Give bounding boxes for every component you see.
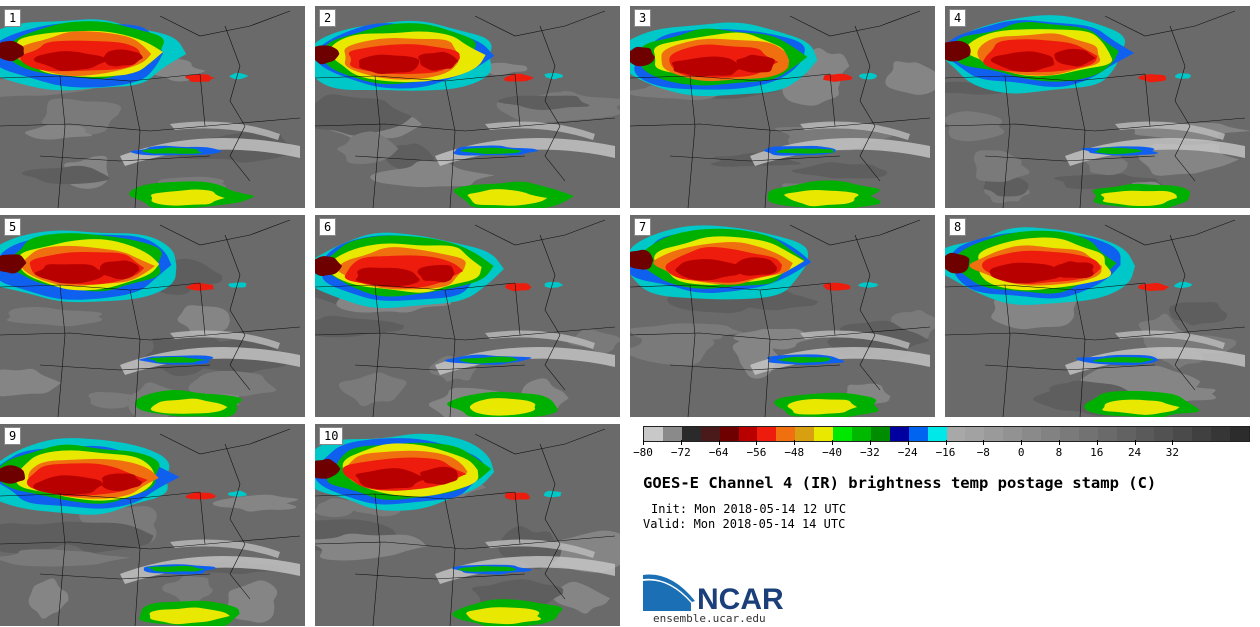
colorbar-tick [1096,440,1098,445]
valid-time: Valid: Mon 2018-05-14 14 UTC [643,517,846,531]
colorbar-swatch [1154,427,1174,441]
colorbar-swatch [662,427,682,441]
panel-number: 10 [319,427,344,445]
panel-number: 6 [319,218,337,236]
colorbar-tick [1021,440,1023,445]
colorbar-tick [1172,440,1174,445]
colorbar-swatch [795,427,815,441]
panel-7: 7 [630,215,935,417]
colorbar-tick [945,440,947,445]
colorbar-tick [1058,440,1060,445]
colorbar-tick [794,440,796,445]
colorbar-swatch [1059,427,1079,441]
colorbar-swatch [1173,427,1193,441]
colorbar-tick-label: −80 [633,446,653,459]
panel-5: 5 [0,215,305,417]
panel-8: 8 [945,215,1250,417]
init-time: Init: Mon 2018-05-14 12 UTC [651,502,847,516]
colorbar-swatch [1041,427,1060,441]
colorbar-swatch [965,427,985,441]
colorbar-swatch [738,427,758,441]
panel-number: 7 [634,218,652,236]
colorbar-tick [756,440,758,445]
colorbar-tick-label: −40 [822,446,842,459]
panel-number: 8 [949,218,967,236]
colorbar-swatch [984,427,1004,441]
colorbar-tick [869,440,871,445]
colorbar-swatch [1211,427,1231,441]
colorbar-swatch [1078,427,1098,441]
panel-2: 2 [315,6,620,208]
colorbar-swatch [946,427,966,441]
colorbar-swatch [833,427,852,441]
colorbar-tick [718,440,720,445]
panel-9: 9 [0,424,305,626]
colorbar-swatch [719,427,739,441]
colorbar-tick-label: 0 [1017,446,1025,459]
panel-number: 9 [4,427,22,445]
panel-number: 2 [319,9,337,27]
colorbar-tick-label: 24 [1127,446,1142,459]
colorbar-swatch [1135,427,1155,441]
colorbar-swatch [1192,427,1212,441]
panel-number: 3 [634,9,652,27]
colorbar-swatch [851,427,871,441]
colorbar-tick [1134,440,1136,445]
colorbar-tick-label: −72 [670,446,691,459]
colorbar-swatch [776,427,796,441]
logo-text: NCAR [697,583,784,613]
ncar-logo: NCAR [643,574,784,613]
site-url: ensemble.ucar.edu [653,612,766,625]
colorbar-swatch [644,427,663,441]
panel-3: 3 [630,6,935,208]
colorbar-tick-label: −8 [976,446,990,459]
colorbar-swatch [814,427,834,441]
colorbar-tick-label: 32 [1165,446,1179,459]
colorbar-swatch [1230,427,1249,441]
colorbar-swatch [870,427,890,441]
panel-10: 10 [315,424,620,626]
colorbar-tick [643,440,644,445]
colorbar-swatch [700,427,720,441]
colorbar-tick-label: −64 [708,446,729,459]
colorbar-tick-label: −24 [897,446,918,459]
panel-number: 4 [949,9,967,27]
colorbar [643,426,1250,442]
colorbar-tick-label: −16 [935,446,956,459]
figure-title: GOES-E Channel 4 (IR) brightness temp po… [643,474,1157,492]
colorbar-swatch [927,427,947,441]
colorbar-swatch [1003,427,1023,441]
colorbar-swatch [908,427,928,441]
panel-number: 1 [4,9,22,27]
colorbar-tick [680,440,682,445]
panel-6: 6 [315,215,620,417]
colorbar-swatch [681,427,701,441]
panel-4: 4 [945,6,1250,208]
colorbar-tick-label: −32 [859,446,880,459]
colorbar-tick-label: 8 [1055,446,1063,459]
colorbar-tick-label: 16 [1090,446,1104,459]
colorbar-swatch [1116,427,1136,441]
colorbar-tick [832,440,834,445]
colorbar-swatch [1097,427,1117,441]
colorbar-swatch [1022,427,1042,441]
colorbar-tick [983,440,985,445]
colorbar-tick [907,440,909,445]
colorbar-tick-label: −48 [784,446,805,459]
panel-number: 5 [4,218,22,236]
colorbar-swatch [889,427,909,441]
panel-1: 1 [0,6,305,208]
colorbar-swatch [757,427,777,441]
colorbar-tick-label: −56 [746,446,767,459]
